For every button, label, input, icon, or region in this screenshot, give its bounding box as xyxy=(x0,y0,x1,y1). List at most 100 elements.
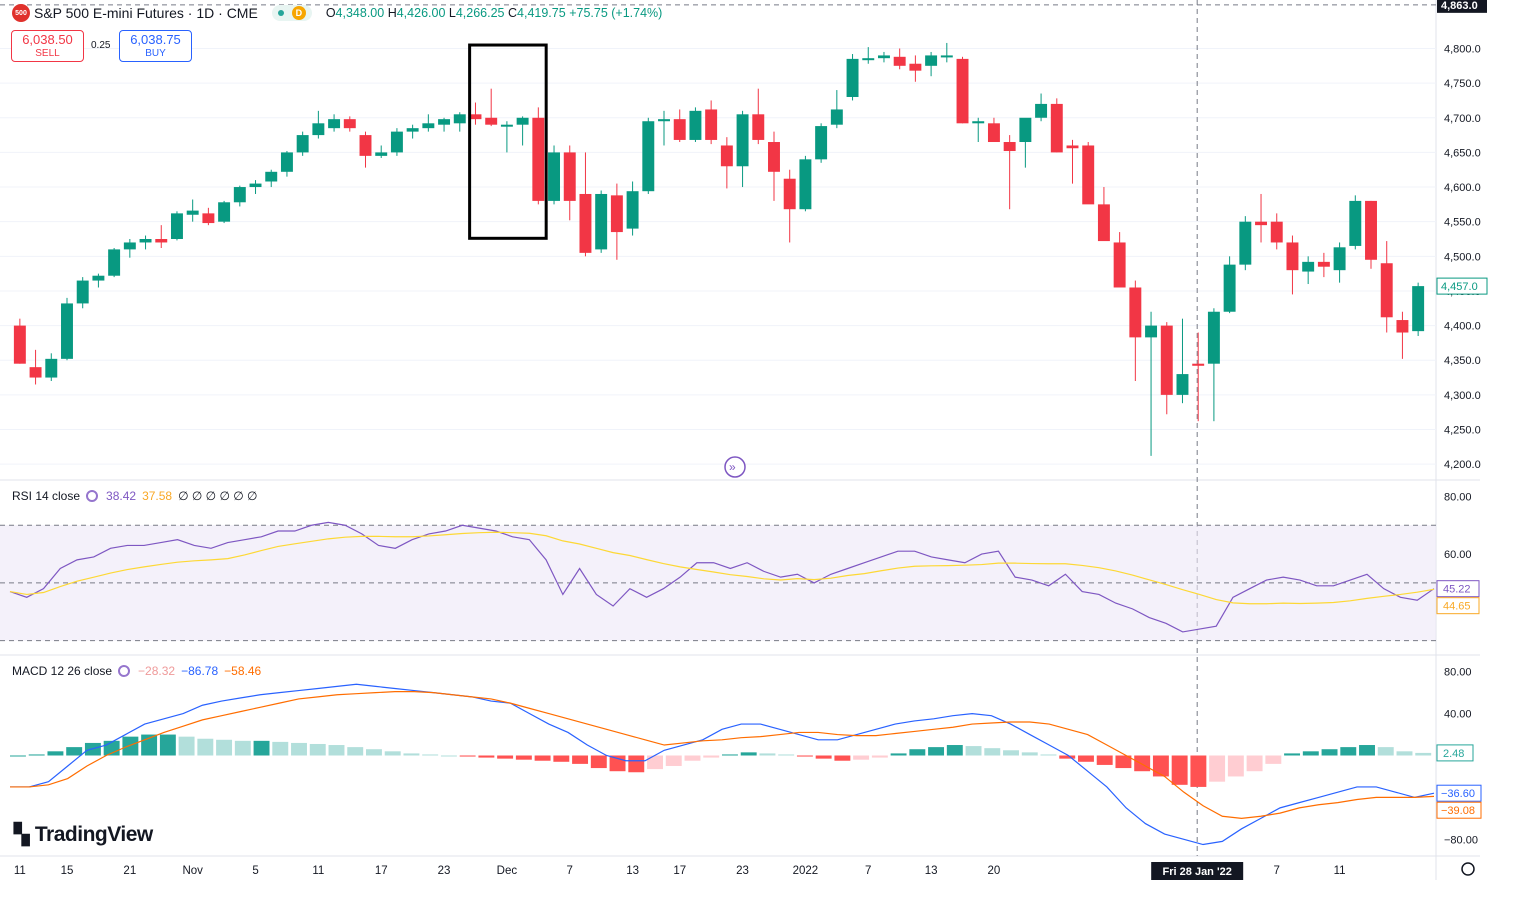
candle-body xyxy=(783,178,796,210)
time-tick-label: 20 xyxy=(988,865,1001,877)
macd-hist-bar xyxy=(1152,755,1169,777)
macd-legend[interactable]: MACD 12 26 close −28.32 −86.78 −58.46 xyxy=(12,664,261,678)
macd-hist-bar xyxy=(1134,755,1151,772)
candle-body xyxy=(548,152,561,201)
macd-hist-bar xyxy=(1340,747,1357,756)
macd-hist-bar xyxy=(759,753,776,756)
candle-body xyxy=(1003,142,1016,152)
macd-hist-bar xyxy=(1246,755,1263,772)
macd-hist-bar xyxy=(1171,755,1188,785)
chart-settings-icon xyxy=(1461,862,1475,876)
signal-last-tag xyxy=(1436,801,1482,819)
candle-body xyxy=(343,119,356,129)
candle-body xyxy=(1082,145,1095,205)
macd-hist-bar xyxy=(1209,755,1226,782)
chart-header: 500 S&P 500 E-mini Futures · 1D · CME D … xyxy=(0,0,662,26)
candle-body xyxy=(249,183,262,188)
price-tick-label: 4,200.0 xyxy=(1444,459,1481,471)
ohlc-readout: O4,348.00 H4,426.00 L4,266.25 C4,419.75 … xyxy=(325,6,663,20)
buy-button[interactable]: 6,038.75 BUY xyxy=(119,30,192,62)
macd-settings-icon[interactable] xyxy=(118,665,131,677)
macd-hist-bar xyxy=(1059,755,1076,759)
candle-body xyxy=(1207,311,1220,364)
crosshair-price-label: 4,863.0 xyxy=(1441,0,1478,12)
macd-hist-bar xyxy=(403,753,420,756)
macd-tick-label: 80.00 xyxy=(1444,667,1472,679)
macd-hist-bar xyxy=(216,739,233,756)
candle-body xyxy=(642,121,655,192)
time-tick-label: 17 xyxy=(673,865,686,877)
candle-body xyxy=(752,114,765,140)
tradingview-logo[interactable]: ▚ TradingView xyxy=(14,822,153,847)
candle-body xyxy=(92,275,105,281)
candle-body xyxy=(469,114,482,120)
candle-body xyxy=(563,152,576,201)
macd-tick-label: 40.00 xyxy=(1444,709,1472,721)
delayed-data-badge[interactable]: D xyxy=(291,6,306,20)
macd-line-legend: −86.78 xyxy=(181,664,219,678)
macd-hist-legend: −28.32 xyxy=(138,664,176,678)
time-tick-label: 11 xyxy=(1334,865,1346,877)
candle-body xyxy=(390,131,403,153)
candle-body xyxy=(1255,221,1268,226)
candle-body xyxy=(956,58,969,124)
sell-button[interactable]: 6,038.50 SELL xyxy=(11,30,84,62)
candle-body xyxy=(925,55,938,66)
rsi-tick-label: 60.00 xyxy=(1444,549,1472,561)
status-dots-icon[interactable]: D xyxy=(271,5,312,21)
candle-body xyxy=(1050,103,1063,153)
macd-hist-bar xyxy=(234,740,251,756)
macd-legend-name: MACD 12 26 close xyxy=(12,664,113,678)
rsi-ma-legend-value: 37.58 xyxy=(142,489,173,503)
candle-body xyxy=(61,303,73,359)
rsi-legend-name: RSI 14 close xyxy=(12,489,81,503)
candle-body xyxy=(139,239,152,243)
macd-hist-bar xyxy=(1359,745,1375,756)
candle-body xyxy=(893,56,906,66)
candle-body xyxy=(846,58,859,97)
candle-body xyxy=(13,325,26,364)
candle-body xyxy=(1333,247,1346,271)
signal-line-legend: −58.46 xyxy=(224,664,262,678)
candle-body xyxy=(45,358,58,378)
macd-hist-bar xyxy=(1284,753,1301,756)
macd-hist-bar xyxy=(928,747,945,756)
candle-body xyxy=(626,191,639,229)
candle-body xyxy=(705,109,718,140)
candle-body xyxy=(1270,221,1283,243)
macd-hist-bar xyxy=(459,755,476,757)
macd-hist-bar xyxy=(609,755,626,772)
candle-body xyxy=(328,119,341,129)
macd-tick-label: −80.00 xyxy=(1444,834,1478,846)
macd-hist-bar xyxy=(1040,754,1057,756)
macd-hist-bar xyxy=(440,755,457,757)
candle-body xyxy=(595,193,608,250)
macd-hist-bar xyxy=(1396,751,1413,756)
macd-hist-bar xyxy=(197,738,214,756)
last-price-tag xyxy=(1436,277,1488,295)
time-tick-label: 13 xyxy=(626,865,639,877)
price-tick-label: 4,500.0 xyxy=(1444,251,1481,263)
macd-hist-bar xyxy=(291,742,307,756)
symbol-title[interactable]: S&P 500 E-mini Futures · 1D · CME xyxy=(34,5,258,21)
candle-body xyxy=(1412,286,1425,332)
signal-line xyxy=(10,691,1435,819)
macd-hist-bar xyxy=(47,751,64,756)
macd-hist-bar xyxy=(665,755,682,766)
rsi-settings-icon[interactable] xyxy=(86,490,99,502)
macd-hist-bar xyxy=(253,740,270,756)
macd-hist-bar xyxy=(497,755,514,759)
signal-last-label: −39.08 xyxy=(1441,805,1475,817)
macd-hist-bar xyxy=(1302,751,1319,756)
rsi-legend[interactable]: RSI 14 close 38.42 37.58 ∅ ∅ ∅ ∅ ∅ ∅ xyxy=(12,489,258,503)
macd-hist-bar xyxy=(366,749,382,756)
rsi-tick-label: 80.00 xyxy=(1444,491,1472,503)
spread-value: 0.25 xyxy=(91,40,111,51)
macd-last-label: −36.60 xyxy=(1441,788,1475,800)
candle-body xyxy=(1145,325,1158,338)
macd-hist-bar xyxy=(272,741,289,756)
price-tick-label: 4,600.0 xyxy=(1444,182,1481,194)
candle-body xyxy=(877,55,890,59)
candle-body xyxy=(862,58,875,61)
